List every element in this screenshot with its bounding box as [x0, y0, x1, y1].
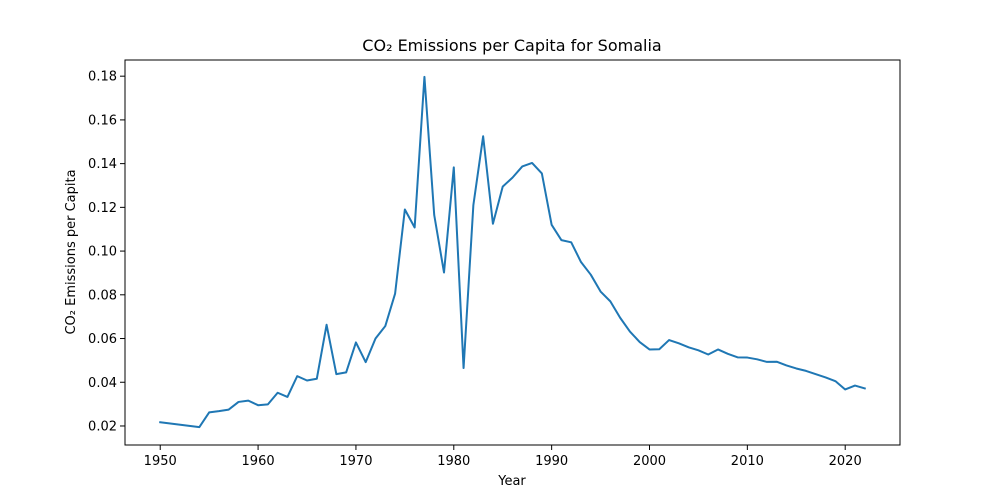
y-axis: 0.02 0.04 0.06 0.08 0.10 0.12 0.14 0.16 0.18: [88, 70, 125, 434]
x-tick-label: 1950: [144, 454, 177, 469]
y-tick-label: 0.14: [88, 157, 117, 172]
x-tick-label: 1990: [535, 454, 568, 469]
y-tick-label: 0.08: [88, 288, 117, 303]
plot-frame: [124, 59, 901, 446]
y-tick-label: 0.04: [88, 376, 117, 391]
series-line: [159, 75, 867, 429]
chart-title: CO₂ Emissions per Capita for Somalia: [362, 36, 661, 55]
plot-area: [159, 75, 867, 429]
x-tick-label: 2010: [731, 454, 764, 469]
x-tick-label: 1960: [242, 454, 275, 469]
y-tick-label: 0.16: [88, 113, 117, 128]
y-tick-label: 0.02: [88, 419, 117, 434]
y-tick-label: 0.12: [88, 201, 117, 216]
x-tick-label: 1970: [339, 454, 372, 469]
x-tick-label: 2020: [829, 454, 862, 469]
y-tick-label: 0.10: [88, 245, 117, 260]
y-tick-label: 0.06: [88, 332, 117, 347]
y-tick-label: 0.18: [88, 70, 117, 85]
x-axis-title: Year: [497, 474, 526, 489]
x-tick-label: 2000: [633, 454, 666, 469]
y-axis-title: CO₂ Emissions per Capita: [64, 169, 79, 334]
x-tick-label: 1980: [437, 454, 470, 469]
x-axis: 1950 1960 1970 1980 1990 2000 2010 2020: [144, 445, 862, 469]
